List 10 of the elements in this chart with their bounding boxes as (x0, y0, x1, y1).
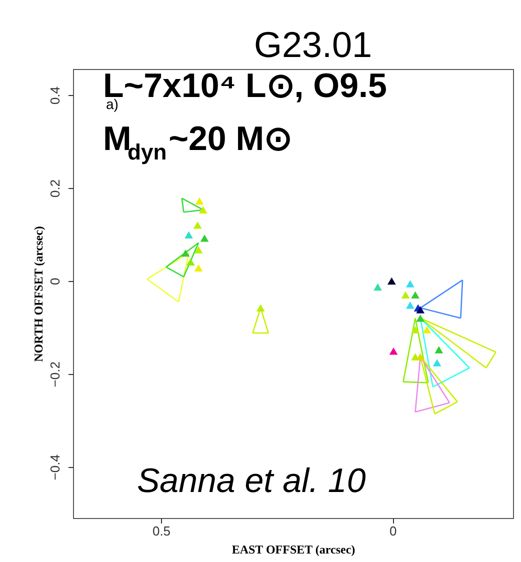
y-tick-label: 0.4 (48, 86, 62, 105)
x-axis-title: EAST OFFSET (arcsec) (232, 542, 356, 556)
y-axis-title: NORTH OFFSET (arcsec) (32, 226, 46, 362)
annotation: Sanna et al. 10 (137, 462, 366, 500)
chart-title: G23.01 (254, 24, 372, 65)
y-tick-label: 0 (48, 278, 62, 286)
y-tick-label: 0.2 (48, 179, 62, 198)
x-tick-label: 0.5 (152, 524, 171, 538)
y-tick-label: −0.2 (48, 362, 62, 388)
y-tick-label: −0.4 (48, 454, 62, 480)
